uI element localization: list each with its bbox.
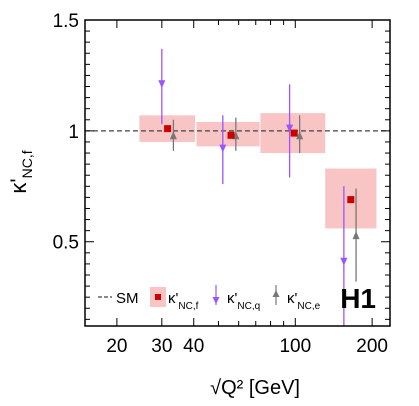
data-points [158,48,360,326]
legend-sm-label: SM [116,290,139,307]
point-kappa-f [164,125,172,133]
legend-label-main: κ' [287,290,298,307]
x-tick-label: 20 [106,336,127,357]
point-kappa-e [169,131,177,140]
legend-kappa-f-marker [155,294,161,300]
legend-label-q: κ'NC,q [227,290,260,312]
legend-kappa-q-marker [212,297,220,304]
point-kappa-e [352,231,360,240]
y-tick-label: 0.5 [53,233,79,254]
legend-label-main: κ' [227,290,238,307]
legend-label-e: κ'NC,e [287,290,321,312]
y-tick-label: 1.5 [53,11,79,32]
y-axis-label-main: κ' [6,178,31,193]
x-tick-label: 30 [151,336,172,357]
point-kappa-f [347,196,355,204]
experiment-label: H1 [340,283,376,314]
point-kappa-q [219,144,227,153]
y-axis-label-sub: NC,f [19,150,35,178]
x-axis-label: √Q² [GeV] [210,377,300,399]
legend-label-f: κ'NC,f [168,290,199,312]
svg-text:κ'NC,f: κ'NC,f [6,150,35,193]
legend: SM κ'NC,f κ'NC,q κ'NC,e [98,285,321,312]
legend-label-sub: NC,f [178,301,198,312]
x-tick-label: 200 [356,336,388,357]
legend-label-main: κ' [168,290,179,307]
legend-label-sub: NC,q [237,301,260,312]
point-kappa-q [340,257,348,266]
plot-frame [84,19,391,327]
point-kappa-f [227,131,235,139]
legend-label-sub: NC,e [297,301,320,312]
x-tick-label: 40 [183,336,204,357]
y-axis-label: κ'NC,f [6,150,35,193]
y-tick-label: 1 [68,122,79,143]
point-kappa-q [158,80,166,89]
point-kappa-q [286,124,294,133]
x-tick-label: 100 [279,336,311,357]
point-kappa-f [290,129,298,137]
axis-ticks: 20 30 40 100 200 0.5 1 1.5 [53,11,390,357]
point-kappa-e [296,131,304,140]
legend-kappa-e-marker [272,290,280,297]
